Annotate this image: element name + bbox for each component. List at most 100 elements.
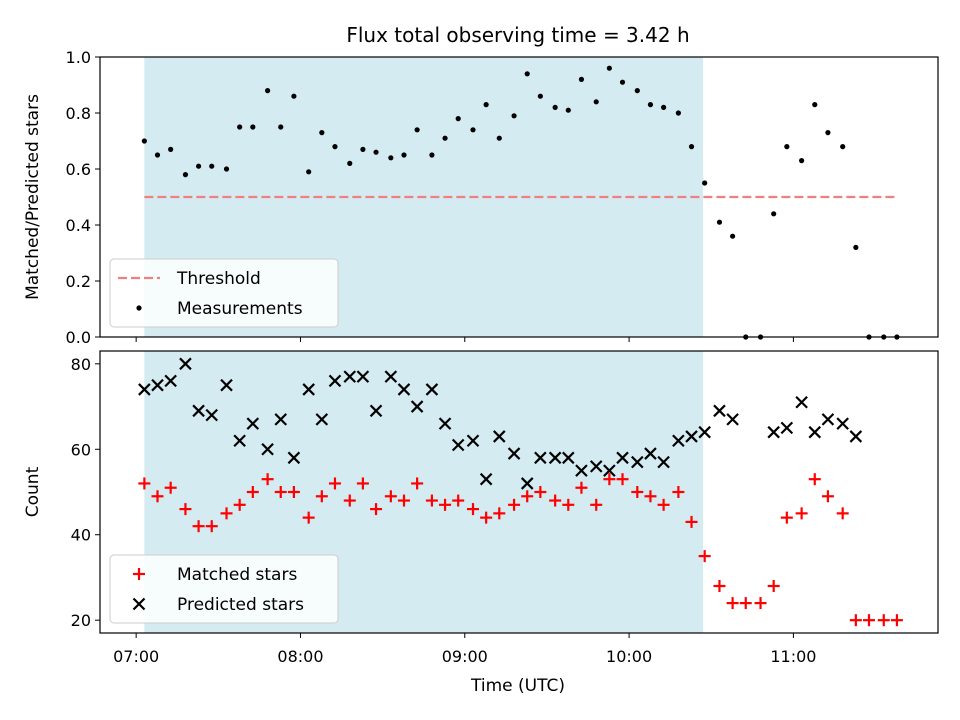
measurement-point <box>237 124 243 130</box>
predicted-star-point <box>631 455 644 469</box>
matched-star-point <box>384 490 397 503</box>
predicted-star-point <box>520 477 534 490</box>
matched-star-point <box>780 511 793 524</box>
matched-star-point <box>233 498 246 511</box>
series-dot <box>141 65 900 340</box>
predicted-star-point <box>451 438 465 452</box>
matched-star-point <box>726 597 739 610</box>
x-tick-label: 09:00 <box>442 647 488 666</box>
matched-star-point <box>754 597 767 610</box>
matched-star-point <box>480 511 493 524</box>
y-tick-label: 0.2 <box>66 272 91 291</box>
matched-star-point <box>302 511 315 524</box>
legend-box <box>109 554 339 624</box>
predicted-star-point <box>808 425 822 439</box>
predicted-star-point <box>343 370 357 383</box>
predicted-star-point <box>132 597 146 611</box>
matched-star-point <box>685 515 698 528</box>
matched-star-point <box>493 507 506 520</box>
predicted-star-point <box>179 357 192 371</box>
predicted-star-point <box>315 413 329 426</box>
predicted-star-point <box>246 417 260 430</box>
matched-star-point <box>151 490 164 503</box>
matched-star-point <box>836 507 849 520</box>
measurement-point <box>455 116 461 122</box>
measurement-point <box>619 79 626 85</box>
chart-title: Flux total observing time = 3.42 h <box>346 23 689 47</box>
matched-star-point <box>534 486 547 498</box>
predicted-star-point <box>261 442 274 456</box>
axes-frame <box>99 56 939 338</box>
predicted-star-point <box>507 447 521 460</box>
x-tick-label: 10:00 <box>606 647 652 666</box>
matched-star-point <box>698 550 711 563</box>
measurement-point <box>552 104 558 110</box>
y-tick-label: 0.4 <box>66 216 91 235</box>
measurement-point <box>332 144 338 150</box>
measurement-point <box>702 180 708 186</box>
matched-star-point <box>397 494 410 507</box>
measurement-point <box>660 104 667 110</box>
measurement-point <box>606 65 612 71</box>
predicted-star-point <box>616 451 629 465</box>
predicted-star-point <box>205 408 219 422</box>
predicted-star-point <box>493 430 506 443</box>
measurement-point <box>442 135 448 141</box>
predicted-star-point <box>192 404 205 418</box>
matched-star-point <box>192 520 205 533</box>
matched-star-point <box>877 614 890 627</box>
predicted-star-point <box>302 383 315 396</box>
predicted-star-point <box>795 395 808 409</box>
measurement-point <box>278 124 284 130</box>
y-tick-label: 80 <box>71 355 91 374</box>
predicted-star-point <box>767 425 780 439</box>
measurement-point <box>593 99 599 105</box>
predicted-star-point <box>397 383 411 396</box>
matched-star-point <box>767 580 780 592</box>
predicted-star-point <box>548 451 562 465</box>
measurement-point <box>429 152 435 158</box>
matched-star-point <box>452 494 465 507</box>
matched-star-point <box>425 494 438 507</box>
matched-star-point <box>356 477 369 490</box>
y-axis-label: Count <box>23 466 43 517</box>
measurement-point <box>483 102 489 108</box>
measurement-point <box>154 152 161 158</box>
matched-star-point <box>603 473 616 486</box>
y-tick-label: 60 <box>71 440 91 459</box>
series-x <box>138 357 863 490</box>
predicted-star-point <box>562 451 575 465</box>
measurement-point <box>647 102 654 108</box>
measurement-point <box>470 127 476 133</box>
predicted-star-point <box>384 370 398 383</box>
predicted-star-point <box>369 404 383 418</box>
matched-star-point <box>795 507 808 520</box>
measurement-point <box>195 163 202 169</box>
measurement-point <box>565 107 571 113</box>
predicted-star-point <box>849 430 863 443</box>
matched-star-point <box>315 490 328 503</box>
matched-star-point <box>411 477 424 490</box>
predicted-star-point <box>685 430 698 443</box>
predicted-star-point <box>151 378 164 392</box>
legend-label: Matched stars <box>177 565 297 585</box>
x-axis-label: Time (UTC) <box>470 676 565 696</box>
measurement-point <box>141 138 147 144</box>
predicted-star-point <box>438 417 452 430</box>
predicted-star-point <box>410 400 424 413</box>
legend-label: Predicted stars <box>177 595 304 615</box>
y-tick-label: 1.0 <box>66 48 91 67</box>
measurement-point <box>136 305 142 311</box>
measurement-point <box>347 160 353 166</box>
matched-star-point <box>179 503 192 516</box>
legend-label: Threshold <box>176 269 261 289</box>
predicted-star-point <box>534 451 547 465</box>
predicted-star-point <box>328 374 342 388</box>
predicted-star-point <box>821 413 835 426</box>
matched-star-point <box>575 481 588 494</box>
y-tick-label: 0.6 <box>66 160 91 179</box>
matched-star-point <box>508 498 521 511</box>
axes-frame <box>99 350 939 634</box>
predicted-star-point <box>287 451 301 465</box>
measurement-point <box>360 146 366 152</box>
